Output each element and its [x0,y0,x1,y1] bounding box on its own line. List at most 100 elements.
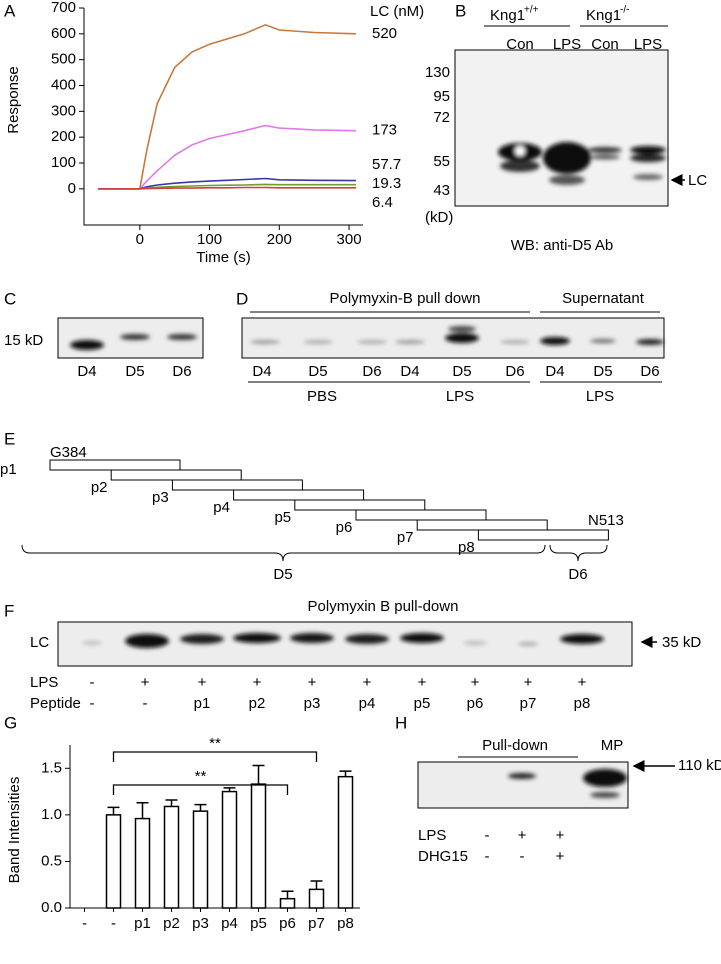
cell: p1 [194,695,211,712]
y-tick-label: 0.5 [41,852,62,869]
bar [250,783,267,909]
panel-label: D [236,289,248,308]
band [180,634,224,644]
band [515,146,525,156]
band [630,154,666,162]
blot-d [241,311,665,383]
marker-label: 95 [433,88,450,105]
marker-label: 43 [433,182,450,199]
band [125,634,169,648]
label: Pull-down [482,737,548,754]
marker-label: 35 kD [662,634,701,651]
band [518,642,538,646]
y-tick-label: 700 [51,0,76,16]
band [633,174,663,180]
row-label: LPS [30,674,58,691]
series-label: 173 [372,122,397,139]
x-tick-label: - [82,915,87,932]
label: (kD) [425,209,453,226]
peptide-label: p4 [213,499,230,516]
peptide-label: p6 [336,519,353,536]
peptide-box [416,519,548,531]
peptide-label: p1 [0,461,17,478]
label: LC [30,634,49,651]
cell: + [556,848,565,865]
caption: WB: anti-D5 Ab [511,237,614,254]
lane-label: D5 [452,363,471,380]
band [463,641,487,645]
lane-label: Con [506,36,534,53]
bar [337,775,354,909]
bar [279,897,296,909]
x-tick-label: 200 [267,231,292,248]
cell: + [308,674,317,691]
y-tick-label: 1.0 [41,806,62,823]
band [400,633,444,643]
cell: + [418,674,427,691]
peptide-label: p8 [458,539,475,556]
legend-title: LC (nM) [370,3,424,20]
lane-label: D6 [640,363,659,380]
band [590,154,620,160]
band [588,147,622,153]
group-label: PBS [307,388,337,405]
x-tick-label: p1 [134,915,151,932]
cell: p2 [249,695,266,712]
x-tick-label: p6 [279,915,296,932]
marker-label: 72 [433,109,450,126]
lane-label: D5 [593,363,612,380]
band [290,633,334,643]
lane-label: D4 [77,363,96,380]
lane-label: D4 [545,363,564,380]
series-label: 57.7 [372,156,401,173]
lane-label: D5 [125,363,144,380]
band [543,142,591,174]
lane-label: D6 [505,363,524,380]
domain-label: D5 [273,566,292,583]
row-label: DHG15 [418,848,468,865]
x-tick-label: 100 [197,231,222,248]
label: MP [601,737,624,754]
label: Polymyxin-B pull down [330,290,481,307]
y-tick-label: 500 [51,51,76,68]
panel-label: F [4,601,14,620]
x-tick-label: p7 [308,915,325,932]
marker-label: 110 kD [678,757,721,774]
superscript: +/+ [524,5,539,16]
cell: + [556,827,565,844]
cell: - [520,848,525,865]
series-label: 520 [372,25,397,42]
cell: p6 [467,695,484,712]
error-bar [107,806,120,815]
cell: + [363,674,372,691]
significance-label: ** [209,735,221,752]
y-tick-label: 200 [51,128,76,145]
band [549,175,585,185]
significance-bracket [112,784,289,795]
y-tick-label: 0.0 [41,899,62,916]
band [250,340,280,344]
series-label: 19.3 [372,175,401,192]
axis [83,8,363,226]
cell: + [518,827,527,844]
band [445,333,479,343]
y-tick-label: 600 [51,25,76,42]
peptide-box [477,529,609,541]
cell: p7 [520,695,537,712]
band [233,633,281,643]
band [500,340,530,344]
label: Supernatant [562,290,645,307]
peptide-label: p5 [274,509,291,526]
brace [549,544,608,562]
peptide-box [171,479,303,491]
error-bar [194,803,207,812]
cell: p3 [304,695,321,712]
band [70,340,104,350]
error-bar [339,770,352,777]
band [630,146,666,154]
x-tick-label: p4 [221,915,238,932]
cell: p4 [359,695,376,712]
lane-label: D5 [308,363,327,380]
band [583,769,627,787]
label: Kng1 [586,7,621,24]
